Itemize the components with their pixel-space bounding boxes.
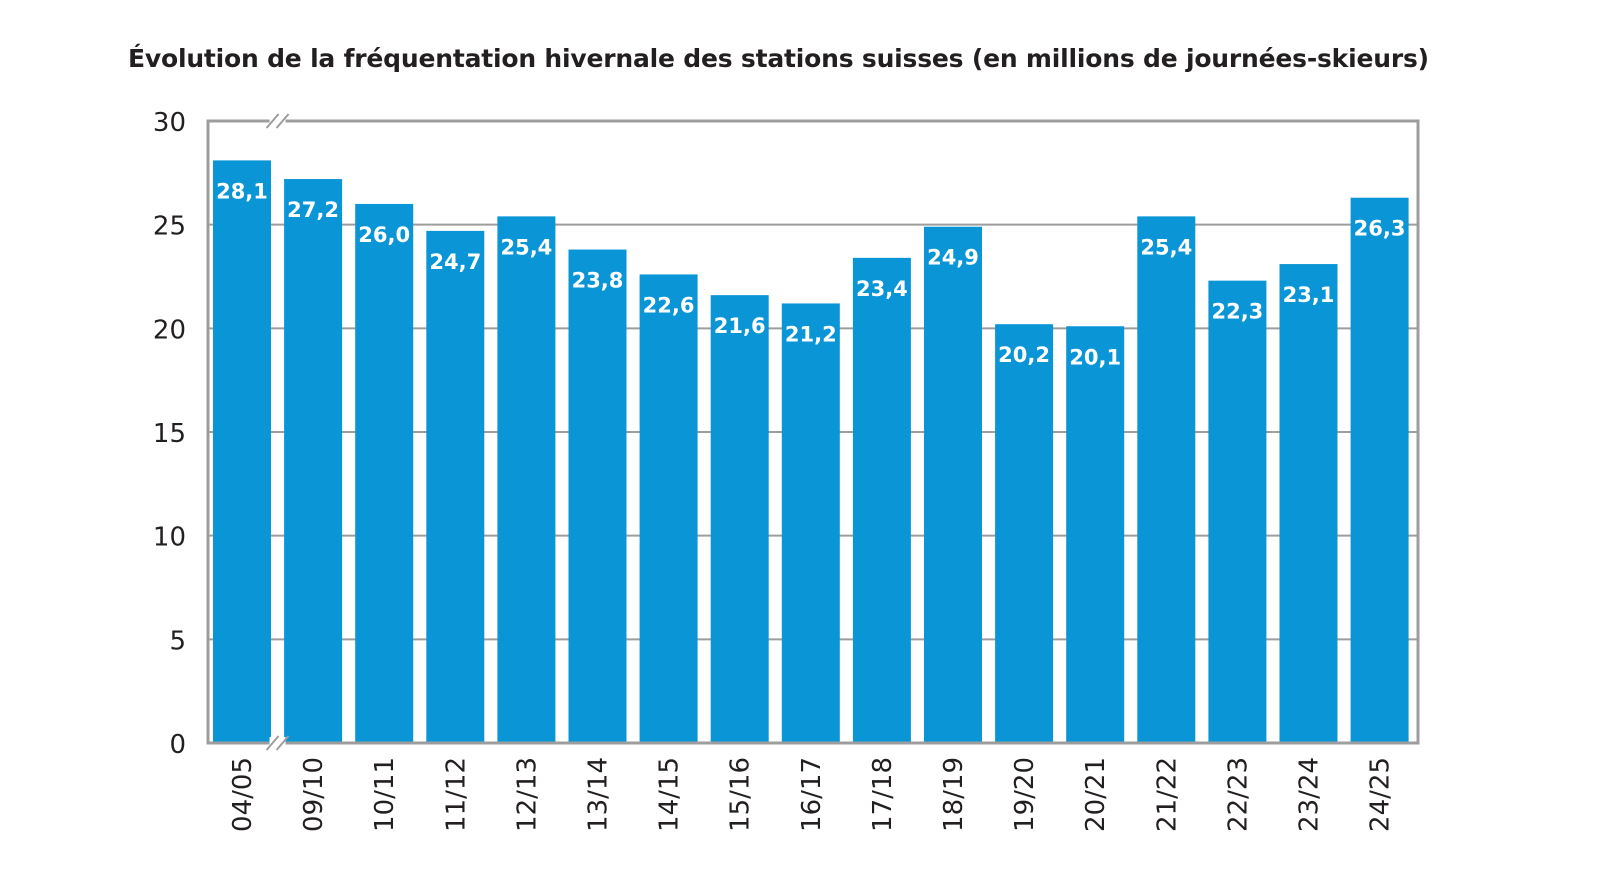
x-tick-label: 21/22 (1152, 757, 1182, 832)
bar (639, 274, 698, 743)
bar (426, 230, 485, 744)
x-tick-label: 04/05 (228, 757, 258, 832)
x-tick-label: 14/15 (655, 757, 685, 832)
data-label: 22,3 (1211, 300, 1263, 324)
data-label: 24,9 (927, 246, 979, 270)
data-label: 20,2 (998, 343, 1050, 367)
bar (995, 324, 1054, 743)
bar (1279, 264, 1338, 743)
axis-break-slash-top (275, 113, 290, 129)
bar (1066, 326, 1125, 743)
y-tick-label: 25 (153, 212, 186, 242)
x-tick-label: 09/10 (299, 757, 329, 832)
axis-break-marks (265, 113, 290, 751)
data-label: 26,3 (1354, 217, 1406, 241)
y-tick-label: 30 (153, 108, 186, 138)
bar (284, 179, 343, 743)
bar (1350, 197, 1409, 744)
x-tick-label: 23/24 (1295, 757, 1325, 832)
y-tick-label: 15 (153, 419, 186, 449)
data-label: 27,2 (287, 198, 339, 222)
bar (213, 160, 271, 744)
x-axis-ticks: 04/05 09/10 10/11 11/12 12/13 13/14 14/15 15/16… (228, 757, 1396, 832)
x-tick-label: 16/17 (797, 757, 827, 832)
bar (852, 257, 911, 743)
data-label: 23,4 (856, 277, 908, 301)
data-label: 28,1 (216, 179, 268, 203)
data-labels: 28,1 27,2 26,0 24,7 25,4 23,8 22,6 21,6 21,2 23,4… (216, 179, 1405, 369)
axis-break-slash-top (265, 113, 280, 129)
x-tick-label: 10/11 (370, 757, 400, 832)
plot-frame (206, 119, 1420, 745)
bar (710, 295, 769, 743)
x-tick-label: 22/23 (1223, 757, 1253, 832)
bars (213, 160, 1409, 744)
data-label: 20,1 (1069, 345, 1121, 369)
x-tick-label: 20/21 (1081, 757, 1111, 832)
x-tick-label: 19/20 (1010, 757, 1040, 832)
data-label: 23,8 (572, 269, 624, 293)
data-label: 21,2 (785, 322, 837, 346)
bar (355, 203, 414, 743)
data-label: 22,6 (643, 293, 695, 317)
axis-break-gap-top (269, 115, 286, 127)
axis-break-slash-bottom (265, 735, 280, 751)
data-label: 24,7 (429, 250, 481, 274)
y-tick-label: 5 (169, 626, 186, 656)
x-tick-label: 12/13 (512, 757, 542, 832)
y-tick-label: 0 (169, 730, 186, 760)
data-label: 26,0 (358, 223, 410, 247)
x-tick-label: 11/12 (441, 757, 471, 832)
axis-break-slash-bottom (275, 735, 290, 751)
x-tick-label: 15/16 (726, 757, 756, 832)
bar (1208, 280, 1267, 743)
bar (781, 303, 840, 743)
axis-break-gap-bottom (269, 737, 286, 749)
bar (568, 249, 627, 743)
y-tick-label: 20 (153, 315, 186, 345)
x-tick-label: 17/18 (868, 757, 898, 832)
bar (1137, 216, 1196, 743)
data-label: 25,4 (1140, 235, 1192, 259)
data-label: 23,1 (1283, 283, 1335, 307)
x-tick-label: 18/19 (939, 757, 969, 832)
x-tick-label: 24/25 (1366, 757, 1396, 832)
x-tick-label: 13/14 (584, 757, 614, 832)
data-label: 25,4 (500, 235, 552, 259)
bar (497, 216, 556, 743)
plot-border (206, 119, 1420, 745)
chart-title: Évolution de la fréquentation hivernale … (128, 44, 1429, 73)
y-axis-ticks: 0 5 10 15 20 25 30 (153, 108, 186, 760)
bar (924, 226, 982, 744)
y-tick-label: 10 (153, 523, 186, 553)
data-label: 21,6 (714, 314, 766, 338)
